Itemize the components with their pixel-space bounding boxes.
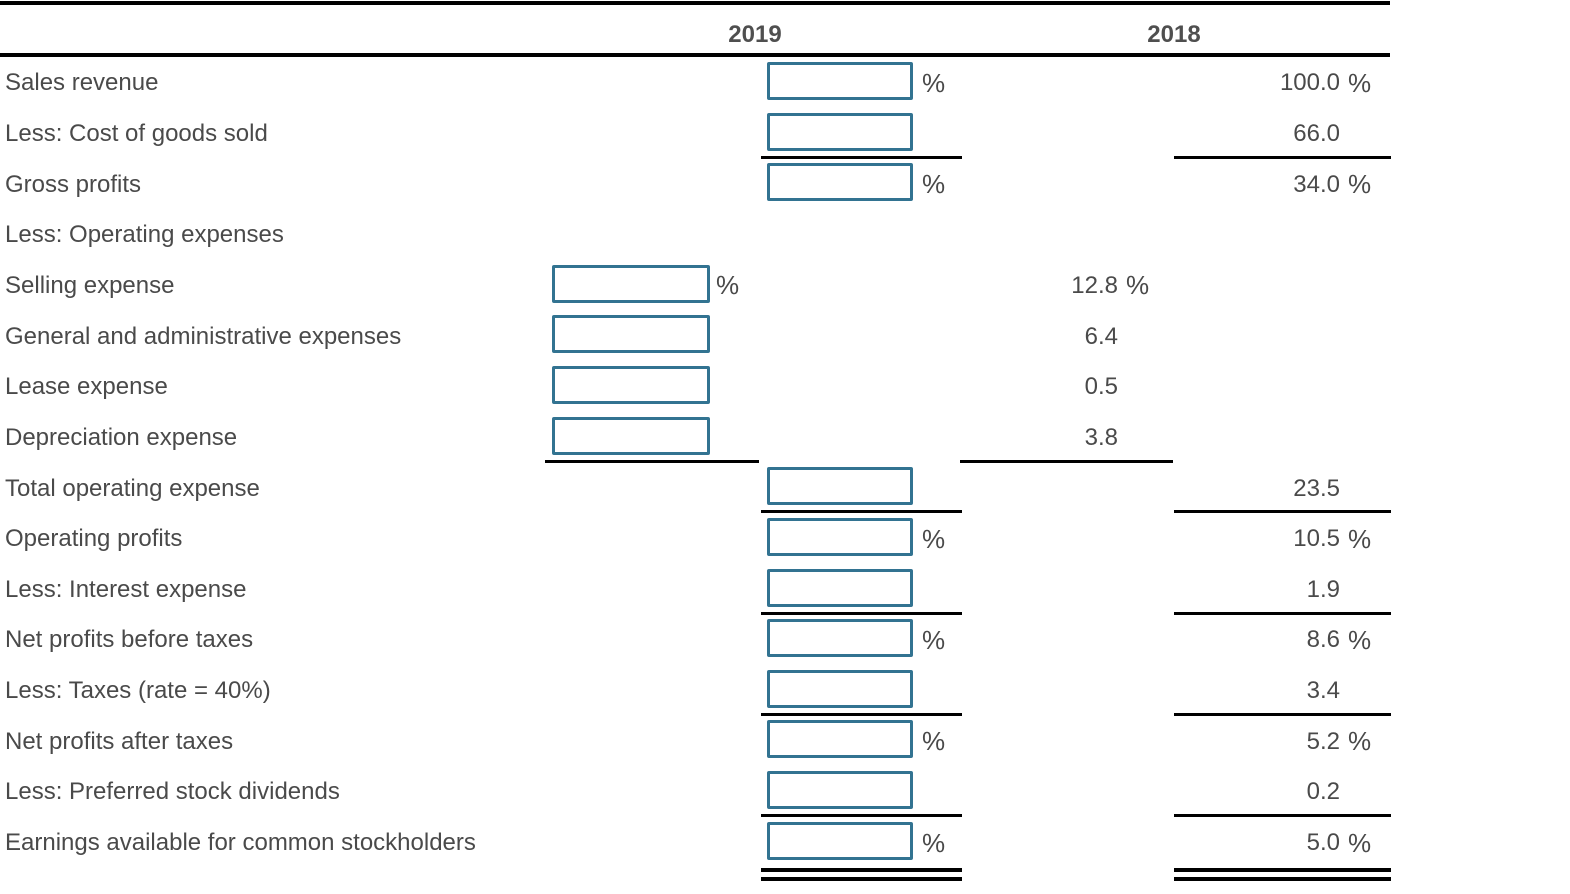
percent-sign: %: [1348, 726, 1372, 757]
table-row-cost-of-goods-sold: Less: Cost of goods sold 66.0: [0, 109, 1570, 160]
input-depreciation-expense-2019[interactable]: [552, 416, 710, 455]
underline-rule: [1174, 155, 1391, 159]
input-gross-profits-2019[interactable]: [767, 163, 913, 202]
value-2018-interest-expense: 1.9: [1306, 575, 1340, 603]
table-row-sales-revenue: Sales revenue% 100.0%: [0, 58, 1570, 109]
value-2018-cost-of-goods-sold: 66.0: [1293, 119, 1340, 147]
row-label: Selling expense: [5, 271, 175, 299]
input-cost-of-goods-sold-2019[interactable]: [767, 112, 913, 151]
value-2018-earnings-available-common: 5.0: [1306, 829, 1340, 857]
percent-sign: %: [922, 624, 946, 655]
table-row-interest-expense: Less: Interest expense 1.9: [0, 565, 1570, 616]
table-row-earnings-available-common: Earnings available for common stockholde…: [0, 818, 1570, 881]
column-header-2019: 2019: [728, 21, 782, 48]
row-label: Total operating expense: [5, 474, 260, 502]
input-sales-revenue-2019[interactable]: [767, 62, 913, 100]
value-2018-lease-expense: 0.5: [1084, 373, 1118, 401]
input-earnings-available-common-2019[interactable]: [767, 821, 913, 860]
percent-sign: %: [922, 523, 946, 554]
table-row-net-profits-before-taxes: Net profits before taxes% 8.6%: [0, 615, 1570, 666]
underline-rule: [1174, 876, 1391, 881]
table-row-preferred-stock-dividends: Less: Preferred stock dividends 0.2: [0, 767, 1570, 818]
value-2018-depreciation-expense: 3.8: [1084, 423, 1118, 451]
table-row-lease-expense: Lease expense 0.5: [0, 362, 1570, 413]
underline-rule: [1174, 814, 1391, 818]
row-label: Less: Interest expense: [5, 575, 247, 603]
table-row-selling-expense: Selling expense% 12.8%: [0, 261, 1570, 312]
input-taxes-2019[interactable]: [767, 669, 913, 708]
underline-rule: [761, 814, 962, 818]
underline-rule: [761, 712, 962, 716]
row-label: Less: Preferred stock dividends: [5, 778, 340, 806]
value-2018-general-admin-expenses: 6.4: [1084, 322, 1118, 350]
input-selling-expense-2019[interactable]: [552, 264, 710, 303]
value-2018-selling-expense: 12.8: [1071, 271, 1118, 299]
underline-rule: [761, 510, 962, 514]
row-label: Less: Taxes (rate = 40%): [5, 677, 271, 705]
table-row-operating-expenses-header: Less: Operating expenses: [0, 210, 1570, 261]
underline-rule: [761, 876, 962, 881]
value-2018-taxes: 3.4: [1306, 677, 1340, 705]
percent-sign: %: [1348, 169, 1372, 200]
percent-sign: %: [1348, 67, 1372, 98]
underline-rule: [1174, 510, 1391, 514]
input-lease-expense-2019[interactable]: [552, 365, 710, 404]
percent-sign: %: [922, 726, 946, 757]
value-2018-total-operating-expense: 23.5: [1293, 474, 1340, 502]
percent-sign: %: [922, 67, 946, 98]
row-label: Gross profits: [5, 170, 142, 198]
row-label: Depreciation expense: [5, 423, 238, 451]
input-preferred-stock-dividends-2019[interactable]: [767, 771, 913, 810]
row-label: Operating profits: [5, 525, 183, 553]
value-2018-net-profits-after-taxes: 5.2: [1306, 727, 1340, 755]
value-2018-preferred-stock-dividends: 0.2: [1306, 778, 1340, 806]
underline-rule: [1174, 867, 1391, 872]
input-total-operating-expense-2019[interactable]: [767, 467, 913, 506]
value-2018-gross-profits: 34.0: [1293, 170, 1340, 198]
value-2018-operating-profits: 10.5: [1293, 525, 1340, 553]
input-general-admin-expenses-2019[interactable]: [552, 315, 710, 354]
underline-rule: [1174, 611, 1391, 615]
underline-rule: [761, 155, 962, 159]
row-label: Less: Cost of goods sold: [5, 119, 268, 147]
underline-rule: [1174, 712, 1391, 716]
underline-rule: [545, 459, 759, 463]
table-row-total-operating-expense: Total operating expense 23.5: [0, 463, 1570, 514]
row-label: Sales revenue: [5, 69, 159, 97]
table-row-net-profits-after-taxes: Net profits after taxes% 5.2%: [0, 716, 1570, 767]
row-label: General and administrative expenses: [5, 322, 402, 350]
input-net-profits-after-taxes-2019[interactable]: [767, 720, 913, 759]
underline-rule: [960, 459, 1173, 463]
underline-rule: [761, 611, 962, 615]
percent-sign: %: [1126, 270, 1150, 301]
value-2018-sales-revenue: 100.0: [1279, 69, 1340, 97]
table-row-gross-profits: Gross profits% 34.0%: [0, 159, 1570, 210]
input-interest-expense-2019[interactable]: [767, 568, 913, 607]
percent-sign: %: [1348, 624, 1372, 655]
input-net-profits-before-taxes-2019[interactable]: [767, 619, 913, 658]
row-label: Net profits before taxes: [5, 626, 254, 654]
table-row-taxes: Less: Taxes (rate = 40%) 3.4: [0, 666, 1570, 717]
row-label: Less: Operating expenses: [5, 221, 284, 249]
row-label: Earnings available for common stockholde…: [5, 829, 476, 857]
percent-sign: %: [1348, 523, 1372, 554]
table-row-general-admin-expenses: General and administrative expenses 6.4: [0, 311, 1570, 362]
row-label: Lease expense: [5, 373, 168, 401]
table-top-rule: [0, 1, 1390, 5]
value-2018-net-profits-before-taxes: 8.6: [1306, 626, 1340, 654]
table-row-operating-profits: Operating profits% 10.5%: [0, 514, 1570, 565]
percent-sign: %: [922, 827, 946, 858]
percent-sign: %: [1348, 827, 1372, 858]
table-row-depreciation-expense: Depreciation expense 3.8: [0, 413, 1570, 464]
header-separator-rule: [0, 53, 1390, 57]
input-operating-profits-2019[interactable]: [767, 517, 913, 556]
underline-rule: [761, 867, 962, 872]
row-label: Net profits after taxes: [5, 727, 234, 755]
percent-sign: %: [922, 169, 946, 200]
column-header-2018: 2018: [1147, 21, 1201, 48]
percent-sign: %: [716, 270, 740, 301]
